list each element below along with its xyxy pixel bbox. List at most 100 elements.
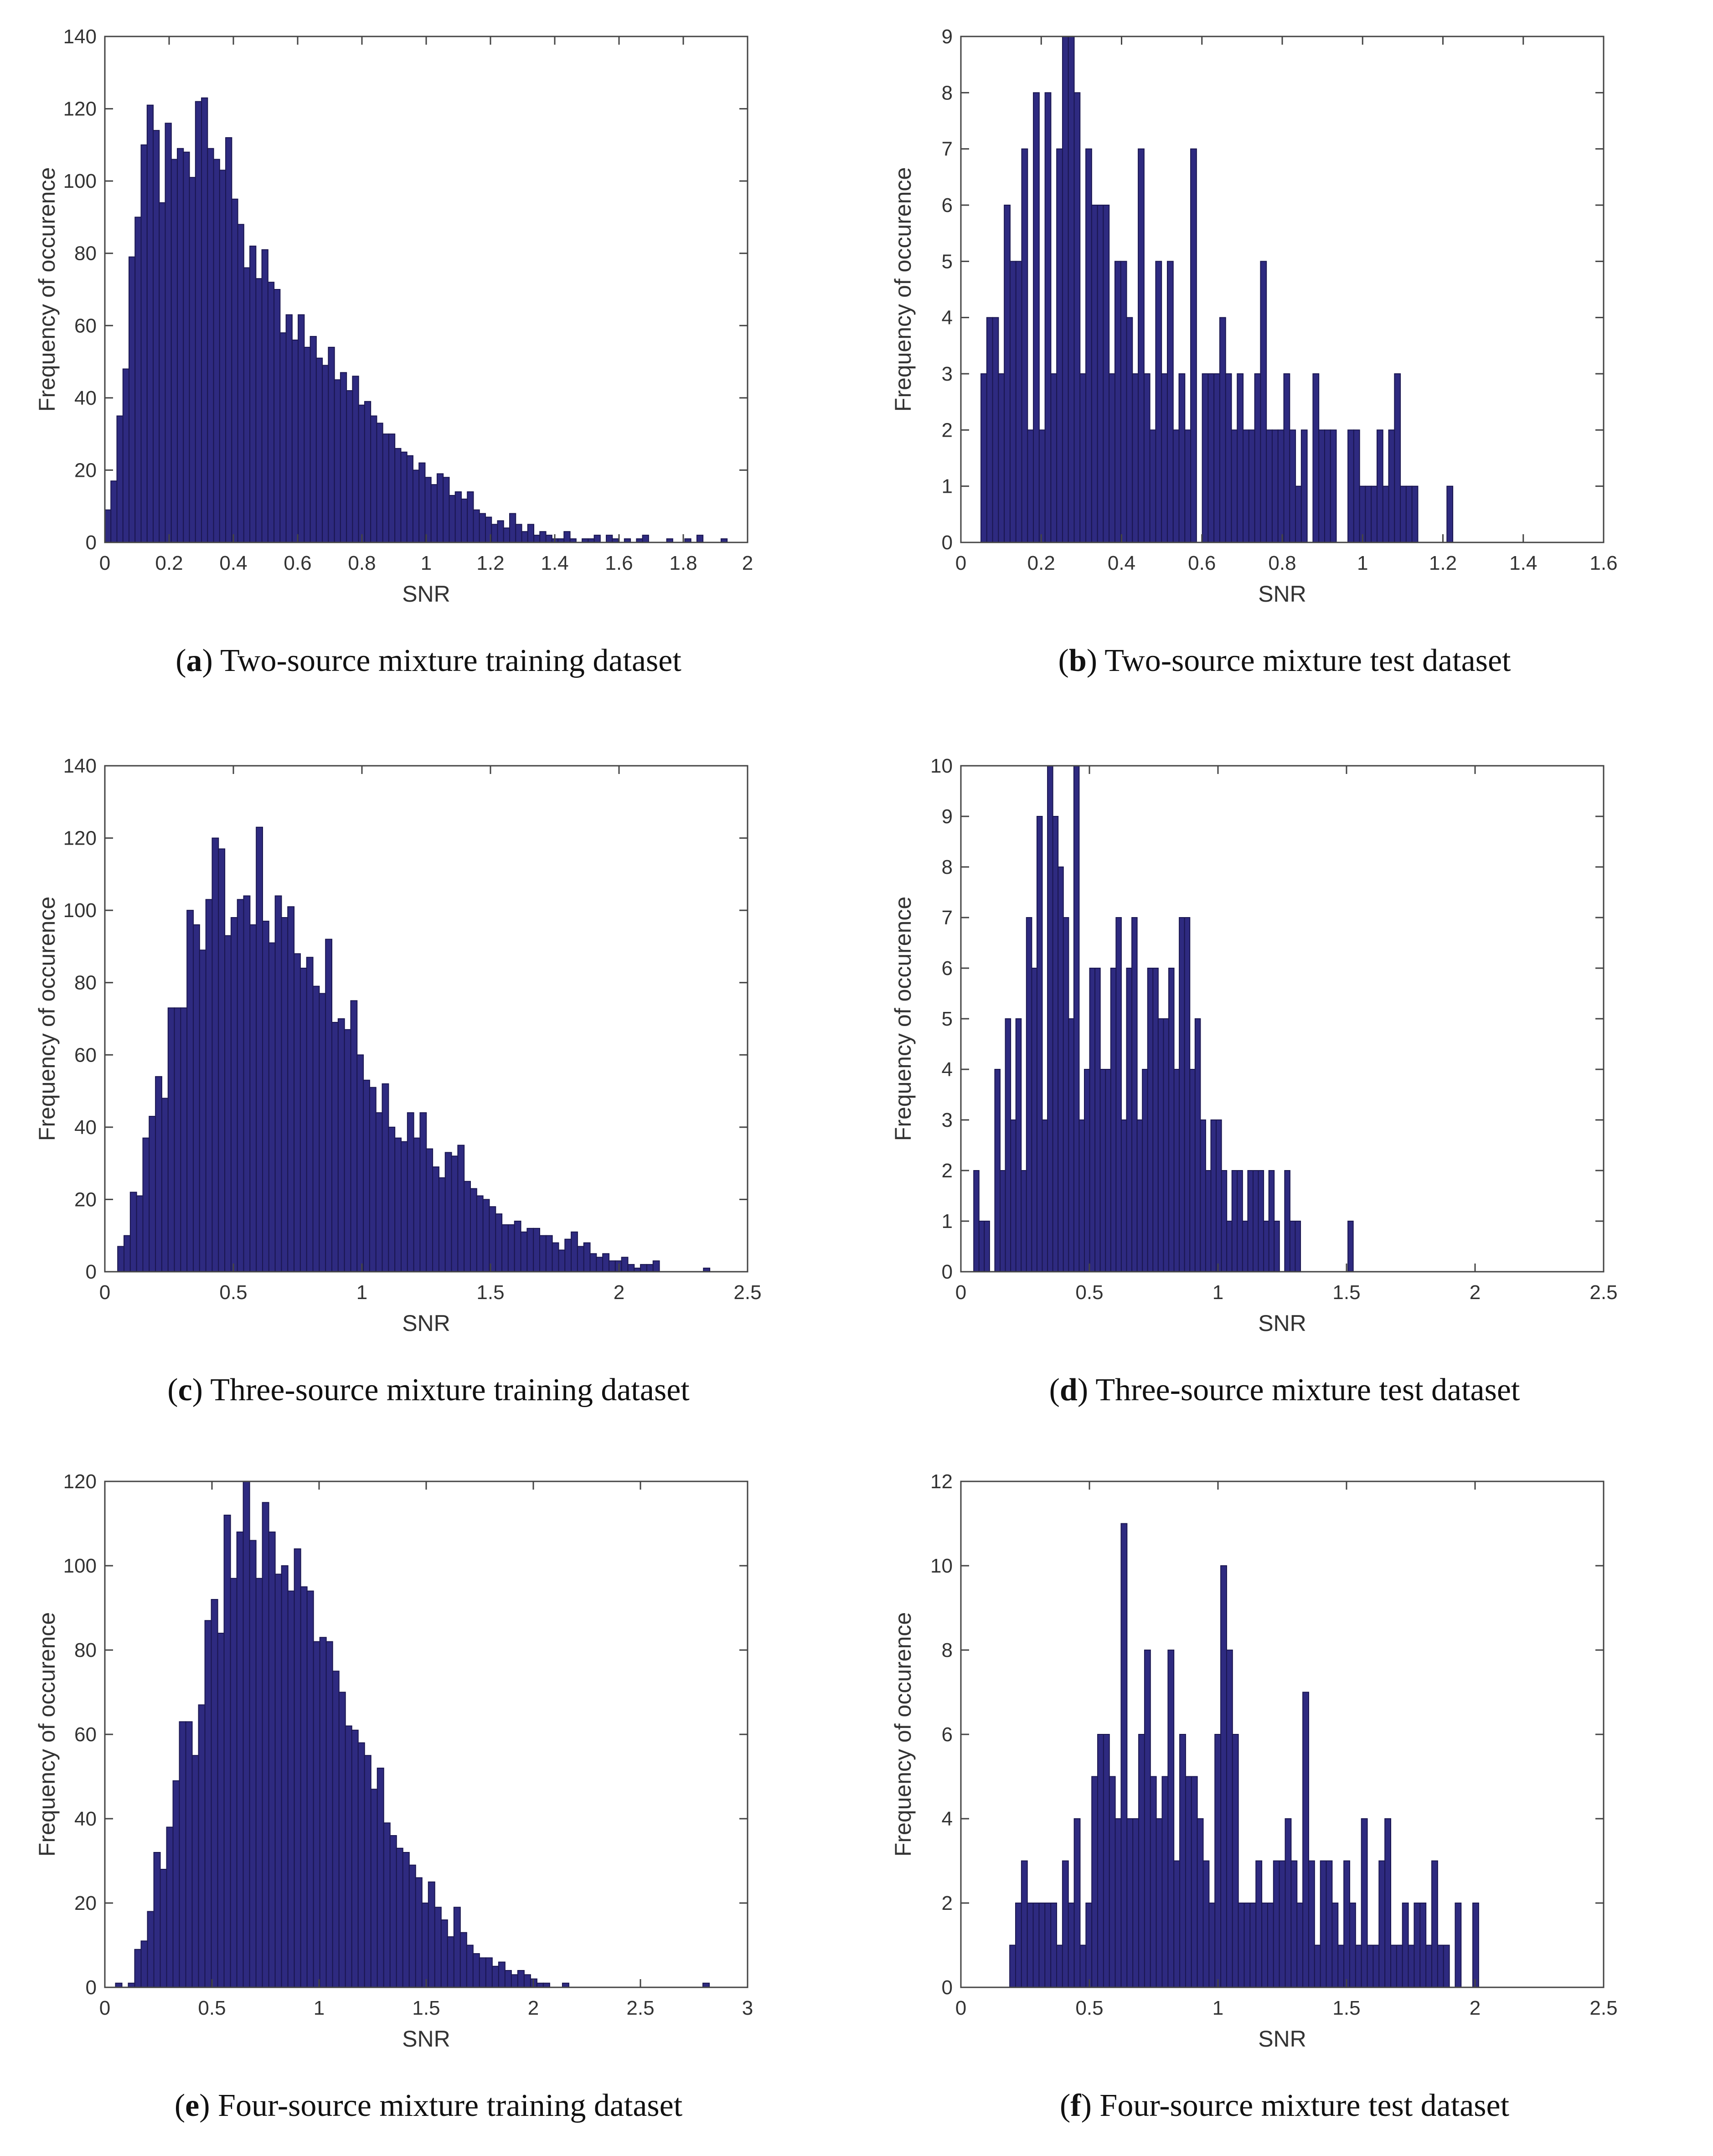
histogram-bar — [174, 1007, 181, 1272]
histogram-bar — [527, 524, 535, 543]
histogram-bar — [1142, 1069, 1148, 1272]
histogram-bar — [1221, 1170, 1228, 1272]
x-tick-label: 0 — [955, 1281, 966, 1304]
histogram-bar — [1408, 1945, 1415, 1988]
histogram-bar — [498, 1961, 506, 1988]
histogram-bar — [517, 1970, 525, 1988]
histogram-bar — [243, 1481, 250, 1988]
histogram-bar — [212, 837, 219, 1273]
x-tick-label: 0.4 — [219, 552, 247, 574]
histogram-bar — [406, 455, 413, 543]
y-tick-label: 8 — [942, 856, 953, 878]
histogram-bar — [357, 1742, 365, 1988]
histogram-bar — [1331, 1903, 1339, 1988]
histogram-bar — [189, 177, 196, 543]
histogram-bar — [515, 524, 522, 543]
y-tick-label: 2 — [942, 419, 953, 441]
histogram-bar — [358, 404, 365, 543]
y-tick-label: 20 — [74, 1892, 97, 1914]
x-tick-label: 0.5 — [198, 1997, 226, 2019]
histogram-bar — [1207, 373, 1215, 543]
histogram-bar — [533, 535, 541, 543]
y-tick-label: 12 — [930, 1470, 953, 1493]
caption-c: (c) Three-source mixture training datase… — [167, 1372, 690, 1408]
histogram-bar — [262, 920, 269, 1272]
histogram-bar — [504, 1970, 512, 1988]
histogram-bar — [1396, 1945, 1403, 1988]
histogram-bar — [224, 935, 232, 1272]
histogram-bar — [980, 373, 987, 543]
histogram-bar — [1273, 1860, 1280, 1988]
histogram-bar — [243, 895, 251, 1272]
histogram-bar — [1202, 373, 1209, 543]
histogram-bar — [383, 1822, 391, 1988]
histogram-bar — [1220, 1565, 1227, 1988]
x-tick-label: 0 — [955, 1997, 966, 2019]
y-axis-label: Frequency of occurence — [34, 1612, 60, 1857]
histogram-bar — [449, 495, 456, 543]
x-tick-label: 1.5 — [1332, 1281, 1360, 1304]
histogram-bar — [396, 1847, 403, 1988]
histogram-bar — [627, 1264, 635, 1272]
histogram-bar — [1355, 1945, 1362, 1988]
x-tick-label: 1 — [1213, 1997, 1223, 2019]
histogram-bar — [1318, 429, 1325, 543]
histogram-bar — [992, 317, 999, 543]
x-tick-label: 1 — [421, 552, 432, 574]
y-tick-label: 0 — [942, 1261, 953, 1283]
x-tick-label: 0.2 — [155, 552, 183, 574]
histogram-bar — [117, 1246, 125, 1272]
caption-d-letter: d — [1059, 1372, 1078, 1408]
histogram-bar — [539, 1235, 547, 1272]
caption-d-text: Three-source mixture test dataset — [1095, 1372, 1520, 1408]
histogram-bar — [274, 895, 282, 1272]
histogram-bar — [1050, 1903, 1058, 1988]
histogram-bar — [489, 1206, 496, 1273]
histogram-bar — [973, 1170, 980, 1272]
histogram-bar — [338, 1692, 346, 1988]
histogram-bar — [287, 906, 295, 1272]
histogram-bar — [1419, 1903, 1427, 1988]
caption-f-letter: f — [1070, 2088, 1081, 2123]
histogram-bar — [1120, 1119, 1127, 1272]
histogram-bar — [1126, 317, 1133, 543]
histogram-bar — [155, 1076, 162, 1272]
histogram-bar — [375, 1112, 383, 1273]
histogram-bar — [621, 1257, 629, 1273]
histogram-bar — [476, 1195, 484, 1272]
histogram-bar — [1308, 1860, 1315, 1988]
histogram-bar — [419, 1112, 427, 1273]
histogram-bar — [436, 473, 444, 543]
histogram-bar — [558, 1249, 566, 1273]
histogram-bar — [1078, 1119, 1085, 1272]
histogram-bar — [370, 1789, 378, 1988]
histogram-bar — [285, 314, 293, 543]
histogram-bar — [1068, 36, 1075, 543]
histogram-bar — [195, 101, 202, 543]
histogram-bar — [1226, 1221, 1233, 1272]
histogram-bar — [1015, 1903, 1022, 1988]
histogram-bar — [1044, 1903, 1052, 1988]
histogram-bar — [1150, 1776, 1157, 1988]
histogram-bar — [304, 346, 311, 543]
histogram-bar — [1384, 1818, 1392, 1988]
x-tick-label: 1 — [1213, 1281, 1223, 1304]
histogram-bar — [1062, 36, 1069, 543]
histogram-bar — [1285, 1818, 1292, 1988]
histogram-bar — [261, 249, 268, 543]
histogram-bar — [596, 1257, 604, 1273]
histogram-bar — [1155, 261, 1162, 543]
histogram-bar — [1400, 485, 1407, 543]
histogram-bar — [1437, 1945, 1444, 1988]
histogram-bar — [402, 1852, 410, 1988]
histogram-bar — [1089, 968, 1096, 1272]
histogram-bar — [300, 1586, 308, 1988]
histogram-bar — [1347, 429, 1354, 543]
y-tick-label: 80 — [74, 242, 97, 265]
histogram-bar — [319, 1637, 327, 1988]
y-tick-label: 6 — [942, 957, 953, 980]
y-tick-label: 7 — [942, 138, 953, 160]
histogram-bar — [332, 1671, 340, 1988]
histogram-bar — [315, 357, 323, 543]
histogram-bar — [243, 267, 251, 543]
